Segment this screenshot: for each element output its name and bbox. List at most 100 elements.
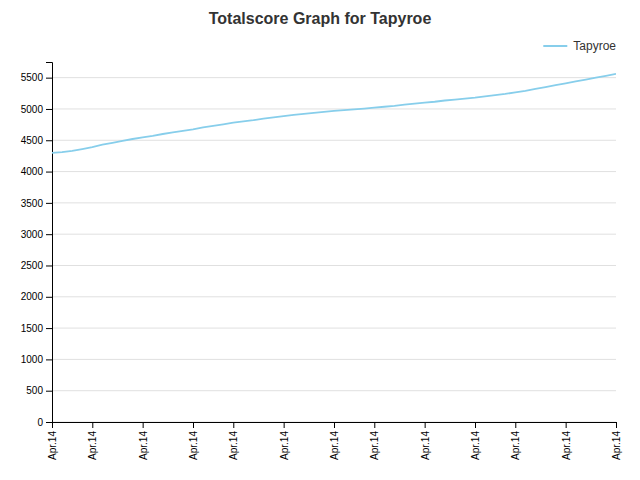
marks — [52, 74, 616, 153]
y-axis-line — [46, 63, 53, 423]
y-tick-label: 4500 — [21, 135, 44, 146]
x-tick: Apr.14 — [279, 422, 290, 460]
x-tick-label: Apr.14 — [470, 431, 481, 460]
x-axis-line — [53, 423, 617, 429]
x-tick: Apr.14 — [420, 422, 431, 460]
x-tick-label: Apr.14 — [561, 431, 572, 460]
legend-swatch — [543, 45, 567, 47]
x-tick-label: Apr.14 — [138, 431, 149, 460]
x-tick-mark — [143, 422, 144, 428]
x-tick-mark — [52, 422, 53, 428]
legend-label: Tapyroe — [573, 39, 616, 53]
x-tick: Apr.14 — [561, 422, 572, 460]
x-tick: Apr.14 — [87, 422, 98, 460]
y-tick-mark — [46, 422, 52, 423]
y-tick-mark — [46, 391, 52, 392]
y-tick-label: 0 — [37, 417, 43, 428]
x-tick: Apr.14 — [369, 422, 380, 460]
x-tick: Apr.14 — [47, 422, 58, 460]
x-tick: Apr.14 — [188, 422, 199, 460]
y-tick-label: 3000 — [21, 229, 44, 240]
x-tick-mark — [284, 422, 285, 428]
x-tick: Apr.14 — [510, 422, 521, 460]
x-tick-label: Apr.14 — [47, 431, 58, 460]
y-tick-label: 1500 — [21, 323, 44, 334]
x-tick: Apr.14 — [611, 422, 622, 460]
y-tick: 4000 — [21, 166, 52, 177]
y-tick-label: 2500 — [21, 260, 44, 271]
x-tick-mark — [475, 422, 476, 428]
y-tick-mark — [46, 172, 52, 173]
x-tick-mark — [515, 422, 516, 428]
y-tick-label: 1000 — [21, 354, 44, 365]
y-tick: 0 — [37, 417, 52, 428]
y-tick: 1000 — [21, 354, 52, 365]
y-tick-mark — [46, 140, 52, 141]
x-tick-mark — [425, 422, 426, 428]
y-tick: 5500 — [21, 72, 52, 83]
grid-line — [52, 390, 616, 391]
y-tick: 4500 — [21, 135, 52, 146]
x-tick: Apr.14 — [329, 422, 340, 460]
x-tick-label: Apr.14 — [279, 431, 290, 460]
y-tick: 1500 — [21, 323, 52, 334]
x-tick-mark — [616, 422, 617, 428]
grid-line — [52, 359, 616, 360]
grid-line — [52, 328, 616, 329]
y-tick-mark — [46, 265, 52, 266]
grid-line — [52, 265, 616, 266]
grid-line — [52, 140, 616, 141]
plot: 0 500 1000 1500 2000 2500 3000 3500 4000 4500 5000… — [21, 63, 622, 460]
grid-line — [52, 234, 616, 235]
grid-line — [52, 296, 616, 297]
y-tick-label: 5500 — [21, 72, 44, 83]
grid-line — [52, 108, 616, 109]
x-tick: Apr.14 — [228, 422, 239, 460]
x-tick-label: Apr.14 — [228, 431, 239, 460]
x-tick-label: Apr.14 — [369, 431, 380, 460]
y-tick-mark — [46, 109, 52, 110]
y-tick-mark — [46, 78, 52, 79]
y-tick: 5000 — [21, 104, 52, 115]
title: Totalscore Graph for Tapyroe — [209, 10, 432, 27]
y-tick-mark — [46, 203, 52, 204]
line — [52, 74, 616, 153]
x-tick-label: Apr.14 — [611, 431, 622, 460]
x-tick-mark — [92, 422, 93, 428]
y-tick: 2500 — [21, 260, 52, 271]
x-tick-mark — [334, 422, 335, 428]
x-tick-mark — [193, 422, 194, 428]
y-tick-label: 4000 — [21, 166, 44, 177]
x-tick-label: Apr.14 — [510, 431, 521, 460]
y-tick: 2000 — [21, 291, 52, 302]
grid-line — [52, 77, 616, 78]
legend-item: Tapyroe — [543, 39, 616, 53]
grid-line — [52, 202, 616, 203]
x-tick-label: Apr.14 — [87, 431, 98, 460]
x-axis: Apr.14 Apr.14 Apr.14 Apr.14 Apr.14 Apr.14 Apr.… — [47, 422, 622, 460]
x-tick-label: Apr.14 — [329, 431, 340, 460]
y-tick-label: 2000 — [21, 291, 44, 302]
grid-line — [52, 171, 616, 172]
y-tick-label: 5000 — [21, 104, 44, 115]
y-tick: 3500 — [21, 198, 52, 209]
legend: Tapyroe — [543, 39, 616, 53]
chart: 0 500 1000 1500 2000 2500 3000 3500 4000 4500 5000… — [0, 0, 640, 480]
x-tick-mark — [374, 422, 375, 428]
x-tick-label: Apr.14 — [420, 431, 431, 460]
x-tick-mark — [566, 422, 567, 428]
y-tick: 3000 — [21, 229, 52, 240]
x-tick-mark — [233, 422, 234, 428]
x-tick-label: Apr.14 — [188, 431, 199, 460]
y-tick-mark — [46, 328, 52, 329]
x-tick: Apr.14 — [138, 422, 149, 460]
x-tick: Apr.14 — [470, 422, 481, 460]
y-axis: 0 500 1000 1500 2000 2500 3000 3500 4000 4500 5000… — [21, 63, 53, 428]
y-tick-mark — [46, 234, 52, 235]
y-tick-label: 500 — [26, 385, 43, 396]
y-tick-mark — [46, 359, 52, 360]
y-tick: 500 — [26, 385, 52, 396]
grid — [52, 78, 616, 422]
y-tick-mark — [46, 297, 52, 298]
y-tick-label: 3500 — [21, 198, 44, 209]
